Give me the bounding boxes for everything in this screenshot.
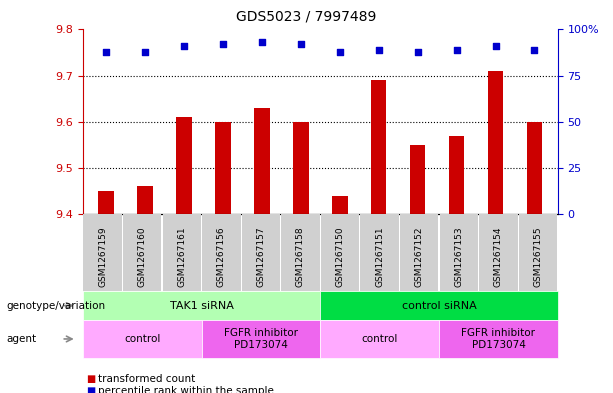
Point xyxy=(140,48,150,55)
Bar xyxy=(254,108,270,214)
Point xyxy=(218,41,228,48)
Bar xyxy=(98,191,114,214)
Bar xyxy=(204,29,242,214)
Bar xyxy=(86,29,126,214)
Text: GSM1267158: GSM1267158 xyxy=(296,226,305,287)
Point xyxy=(335,48,345,55)
Bar xyxy=(398,29,437,214)
Bar xyxy=(359,29,398,214)
Bar xyxy=(332,196,348,214)
Bar xyxy=(371,80,386,214)
Bar xyxy=(449,136,465,214)
Text: TAK1 siRNA: TAK1 siRNA xyxy=(170,301,234,310)
Text: transformed count: transformed count xyxy=(98,374,196,384)
Text: GSM1267157: GSM1267157 xyxy=(256,226,265,287)
Bar xyxy=(137,186,153,214)
Text: ■: ■ xyxy=(86,374,95,384)
Bar xyxy=(215,122,230,214)
Bar xyxy=(527,122,543,214)
Bar xyxy=(242,29,281,214)
Bar xyxy=(164,29,204,214)
Bar xyxy=(321,29,359,214)
Point xyxy=(257,39,267,46)
Text: GSM1267154: GSM1267154 xyxy=(494,226,503,287)
Text: GDS5023 / 7997489: GDS5023 / 7997489 xyxy=(237,10,376,24)
Bar xyxy=(293,122,308,214)
Text: GSM1267152: GSM1267152 xyxy=(415,226,424,287)
Bar xyxy=(476,29,515,214)
Text: control siRNA: control siRNA xyxy=(402,301,476,310)
Point xyxy=(452,47,462,53)
Text: GSM1267159: GSM1267159 xyxy=(98,226,107,287)
Point xyxy=(179,43,189,49)
Bar xyxy=(281,29,321,214)
Text: percentile rank within the sample: percentile rank within the sample xyxy=(98,386,274,393)
Text: GSM1267155: GSM1267155 xyxy=(533,226,543,287)
Text: ■: ■ xyxy=(86,386,95,393)
Text: GSM1267160: GSM1267160 xyxy=(138,226,147,287)
Bar xyxy=(488,71,503,214)
Text: control: control xyxy=(124,334,161,344)
Point xyxy=(530,47,539,53)
Text: agent: agent xyxy=(6,334,36,344)
Point xyxy=(101,48,111,55)
Text: FGFR inhibitor
PD173074: FGFR inhibitor PD173074 xyxy=(462,328,535,350)
Text: GSM1267161: GSM1267161 xyxy=(177,226,186,287)
Bar xyxy=(176,117,192,214)
Text: GSM1267156: GSM1267156 xyxy=(217,226,226,287)
Text: GSM1267151: GSM1267151 xyxy=(375,226,384,287)
Point xyxy=(374,47,384,53)
Text: control: control xyxy=(362,334,398,344)
Point xyxy=(413,48,422,55)
Bar xyxy=(410,145,425,214)
Bar xyxy=(437,29,476,214)
Point xyxy=(296,41,306,48)
Text: GSM1267153: GSM1267153 xyxy=(454,226,463,287)
Bar xyxy=(515,29,554,214)
Text: genotype/variation: genotype/variation xyxy=(6,301,105,310)
Bar xyxy=(126,29,164,214)
Point xyxy=(490,43,500,49)
Text: GSM1267150: GSM1267150 xyxy=(335,226,345,287)
Text: FGFR inhibitor
PD173074: FGFR inhibitor PD173074 xyxy=(224,328,298,350)
